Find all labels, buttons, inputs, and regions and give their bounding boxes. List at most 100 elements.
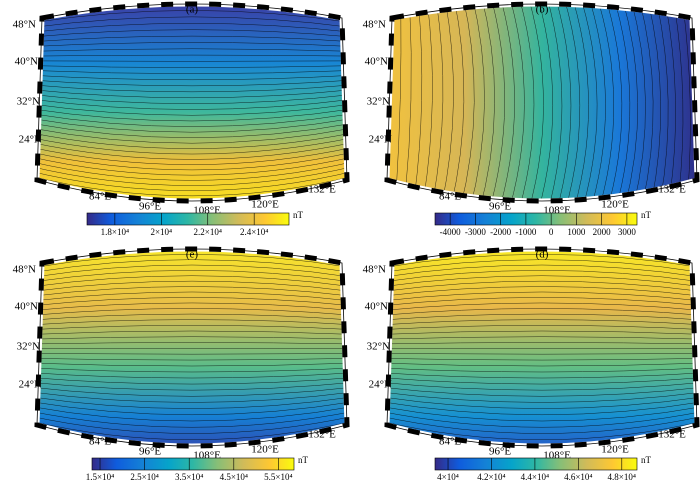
contour-line — [37, 35, 347, 43]
contour-line — [682, 6, 691, 193]
contour-line — [37, 381, 347, 391]
contour-line — [37, 297, 347, 307]
contour-line — [387, 259, 697, 273]
lon-label: 96°E — [139, 446, 161, 458]
contour-line — [37, 396, 347, 409]
contour-line — [37, 419, 347, 440]
contour-line — [387, 419, 697, 440]
contour-line — [37, 10, 347, 24]
colorbar-tick-label: 0 — [549, 227, 554, 237]
contour-line — [387, 396, 697, 409]
contour-line — [395, 6, 402, 193]
contour-line — [37, 122, 347, 138]
contour-line — [532, 4, 553, 201]
map-border — [386, 248, 698, 447]
contour-line — [387, 325, 697, 330]
contour-line — [514, 4, 535, 201]
colorbar-bar — [434, 212, 638, 226]
contour-line — [37, 98, 347, 110]
contour-line — [37, 342, 347, 345]
contour-line — [387, 275, 697, 288]
contour-line — [387, 410, 697, 428]
colorbar: 4×10⁴ 4.2×10⁴ 4.4×10⁴ 4.6×10⁴ 4.8×10⁴ nT — [434, 455, 652, 482]
contour-line — [37, 291, 347, 302]
lon-label: 132°E — [308, 429, 336, 441]
lon-label: 132°E — [658, 429, 686, 441]
contour-line — [387, 330, 697, 335]
contour-line — [37, 165, 347, 186]
colorbar: 1.8×10⁴ 2×10⁴ 2.2×10⁴ 2.4×10⁴ nT — [86, 210, 304, 237]
contour-line — [37, 23, 347, 33]
contour-line — [37, 103, 347, 116]
contour-line — [37, 280, 347, 292]
contour-line — [37, 362, 347, 367]
contour-line — [37, 367, 347, 373]
contour-line — [387, 391, 697, 403]
contours — [37, 10, 347, 197]
contour-line — [37, 405, 347, 422]
contour-line — [387, 386, 697, 397]
lon-label: 96°E — [489, 446, 511, 458]
colorbar-tick-label: 4.8×10⁴ — [608, 472, 636, 482]
contour-line — [414, 4, 423, 198]
lat-label: 48°N — [13, 264, 36, 276]
contour-line — [387, 372, 697, 379]
contour-line — [387, 254, 697, 269]
contour-line — [37, 54, 347, 57]
contour-line — [37, 391, 347, 403]
contour-line — [603, 4, 623, 201]
contour-line — [387, 319, 697, 326]
contour-line — [387, 336, 697, 340]
contour-line — [37, 336, 347, 340]
contour-line — [387, 286, 697, 297]
lat-label: 24°N — [19, 134, 42, 146]
contour-line — [37, 174, 347, 197]
colorbar-tick-label: 5.5×10⁴ — [264, 472, 292, 482]
panel-label: (b) — [536, 4, 549, 16]
contour-line — [585, 4, 606, 201]
contour-line — [37, 84, 347, 93]
colorbar-bar — [91, 457, 295, 471]
contour-line — [37, 372, 347, 379]
colorbar-tick-label: 2×10⁴ — [150, 227, 172, 237]
contour-line — [477, 4, 495, 201]
contour-line — [505, 4, 525, 201]
contour-line — [37, 400, 347, 416]
contour-line — [37, 353, 347, 355]
lat-label: 40°N — [365, 56, 388, 68]
colorbar-tick-label: 4.4×10⁴ — [521, 472, 549, 482]
colorbar-tick-label: 1.8×10⁴ — [101, 227, 129, 237]
contour-line — [559, 4, 581, 201]
contour-line — [387, 400, 697, 416]
contour-line — [37, 48, 347, 52]
colorbar-tick-label: -2000 — [490, 227, 511, 237]
contour-line — [37, 325, 347, 330]
lon-label: 120°E — [601, 199, 629, 211]
contour-line — [37, 264, 347, 278]
contour-line — [37, 89, 347, 99]
contour-line — [37, 377, 347, 385]
lon-label: 84°E — [89, 436, 111, 448]
contour-line — [37, 160, 347, 181]
colorbar-tick-label: 3000 — [618, 227, 637, 237]
contour-line — [629, 4, 646, 201]
contour-line — [37, 74, 347, 81]
contour-line — [387, 291, 697, 302]
contour-line — [37, 79, 347, 87]
contour-line — [37, 127, 347, 144]
contour-line — [496, 4, 515, 201]
colorbar-tick-label: 4.6×10⁴ — [564, 472, 592, 482]
contour-line — [37, 275, 347, 288]
lat-label: 24°N — [369, 379, 392, 391]
contour-line — [523, 4, 544, 201]
lon-label: 120°E — [251, 444, 279, 456]
contour-line — [37, 146, 347, 165]
lat-label: 48°N — [363, 19, 386, 31]
contour-line — [37, 155, 347, 176]
contour-line — [638, 4, 654, 201]
contour-line — [568, 4, 589, 201]
contour-line — [674, 4, 684, 195]
map-panel: (e)48°N40°N32°N24°N84°E96°E 108°E 120°E132… — [13, 246, 350, 462]
contour-line — [37, 29, 347, 38]
